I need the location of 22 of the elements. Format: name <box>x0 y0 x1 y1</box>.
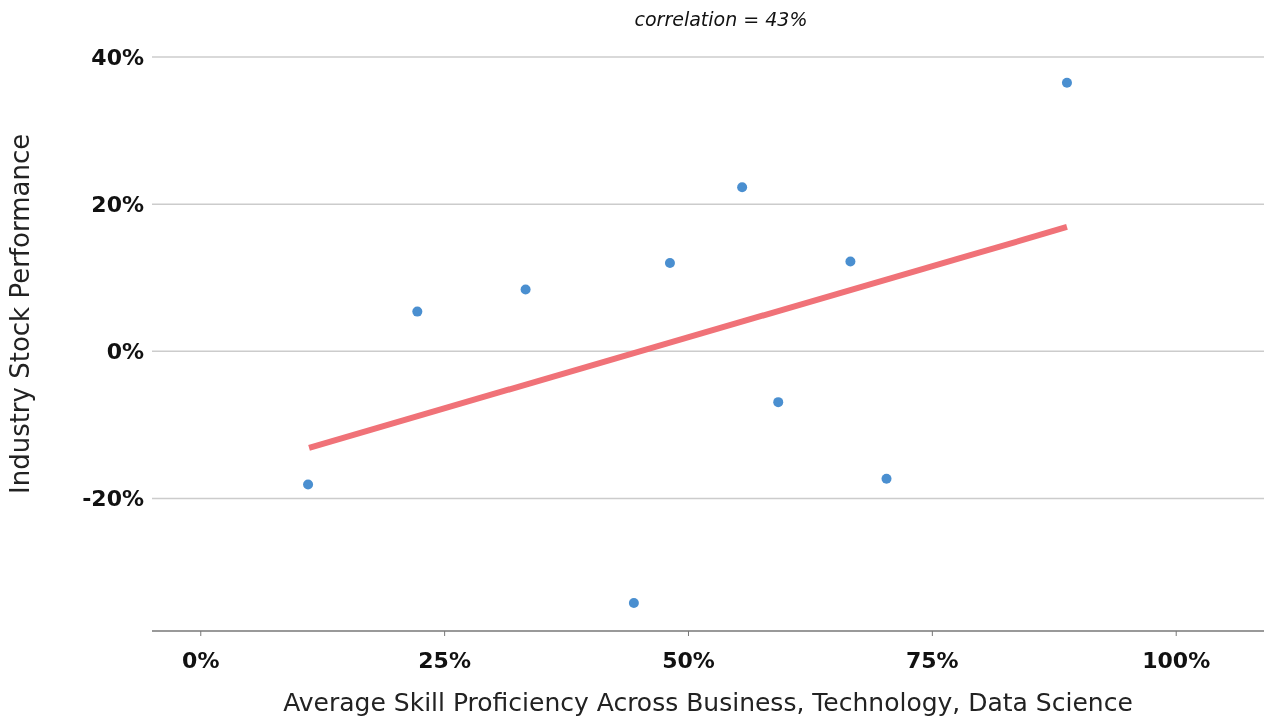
y-axis-title: Industry Stock Performance <box>5 133 36 494</box>
chart-title: correlation = 43% <box>633 8 809 30</box>
x-tick-label: 0% <box>182 647 220 673</box>
point <box>412 306 423 317</box>
y-tick-label: 20% <box>91 191 144 217</box>
point <box>881 473 892 484</box>
y-tick-label: -20% <box>82 486 144 512</box>
point <box>303 479 314 490</box>
x-tick-label: 50% <box>662 647 715 673</box>
point <box>664 258 675 269</box>
x-tick-label: 25% <box>418 647 471 673</box>
point <box>520 284 531 295</box>
x-tick-label: 75% <box>906 647 959 673</box>
point <box>737 182 748 193</box>
y-tick-label: 0% <box>106 339 144 365</box>
y-tick-label: 40% <box>91 44 144 70</box>
point <box>845 256 856 267</box>
x-axis-title: Average Skill Proficiency Across Business, Technology, Data Science <box>283 688 1133 717</box>
point <box>628 598 639 609</box>
point <box>1061 77 1072 88</box>
x-tick-label: 100% <box>1142 647 1211 673</box>
point <box>773 397 784 408</box>
